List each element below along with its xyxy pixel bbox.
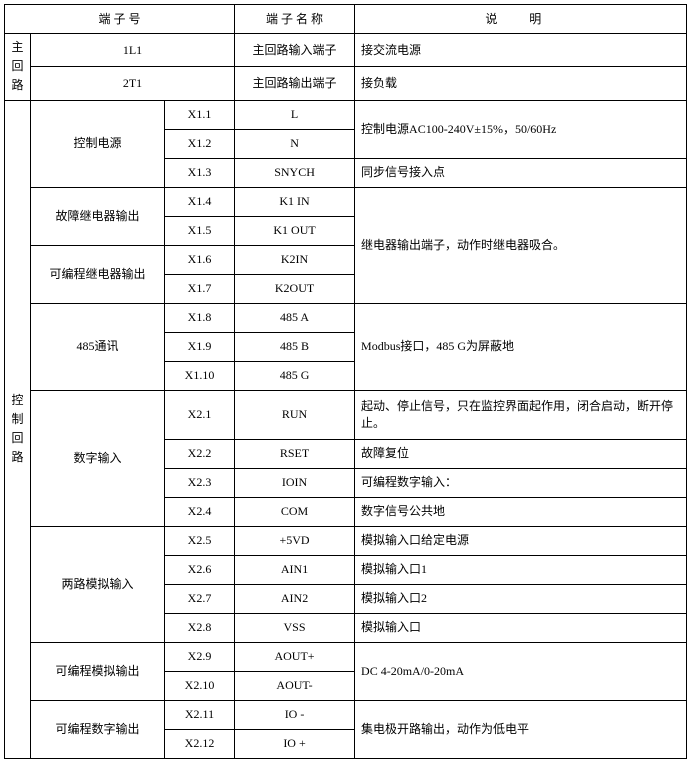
group-main-char: 主 [11,38,24,57]
section-fault-relay: 故障继电器输出 [31,187,165,245]
cell-sub: X1.2 [165,129,235,158]
cell-desc: 集电极开路输出，动作为低电平 [355,700,687,758]
cell-terminal-name: 主回路输入端子 [235,34,355,67]
cell-name: VSS [235,613,355,642]
cell-desc: 模拟输入口1 [355,555,687,584]
cell-name: N [235,129,355,158]
cell-sub: X2.11 [165,700,235,729]
cell-sub: X2.3 [165,468,235,497]
cell-name: K1 OUT [235,216,355,245]
cell-name: +5VD [235,526,355,555]
cell-name: K2OUT [235,274,355,303]
cell-name: RSET [235,439,355,468]
cell-desc: 模拟输入口 [355,613,687,642]
ctrl-row: 故障继电器输出 X1.4 K1 IN 继电器输出端子，动作时继电器吸合。 [5,187,687,216]
group-ctrl-char: 控 [11,391,24,410]
cell-name: IOIN [235,468,355,497]
ctrl-row: 两路模拟输入 X2.5 +5VD 模拟输入口给定电源 [5,526,687,555]
cell-sub: X2.8 [165,613,235,642]
section-prog-aout: 可编程模拟输出 [31,642,165,700]
cell-sub: X2.5 [165,526,235,555]
main-row-1: 主 回 路 1L1 主回路输入端子 接交流电源 [5,34,687,67]
cell-sub: X2.9 [165,642,235,671]
ctrl-row: 控 制 回 路 控制电源 X1.1 L 控制电源AC100-240V±15%，5… [5,100,687,129]
cell-name: 485 B [235,332,355,361]
cell-desc: 起动、停止信号，只在监控界面起作用，闭合启动，断开停止。 [355,390,687,439]
group-ctrl-char: 制 [11,410,24,429]
cell-name: COM [235,497,355,526]
section-prog-relay: 可编程继电器输出 [31,245,165,303]
cell-terminal-name: 主回路输出端子 [235,67,355,100]
cell-sub: X2.6 [165,555,235,584]
cell-desc: DC 4-20mA/0-20mA [355,642,687,700]
cell-name: IO - [235,700,355,729]
section-digital-in: 数字输入 [31,390,165,526]
cell-name: RUN [235,390,355,439]
cell-desc: 模拟输入口2 [355,584,687,613]
ctrl-row: 可编程模拟输出 X2.9 AOUT+ DC 4-20mA/0-20mA [5,642,687,671]
cell-terminal-no: 2T1 [31,67,235,100]
ctrl-row: 可编程数字输出 X2.11 IO - 集电极开路输出，动作为低电平 [5,700,687,729]
cell-sub: X2.4 [165,497,235,526]
main-row-2: 2T1 主回路输出端子 接负载 [5,67,687,100]
group-ctrl-char: 回 [11,429,24,448]
cell-name: L [235,100,355,129]
cell-name: K2IN [235,245,355,274]
hdr-terminal-name: 端 子 名 称 [235,5,355,34]
cell-name: AOUT+ [235,642,355,671]
cell-sub: X1.9 [165,332,235,361]
terminal-table: 端 子 号 端 子 名 称 说 明 主 回 路 1L1 主回路输入端子 接交流电… [4,4,687,759]
cell-sub: X2.12 [165,729,235,758]
cell-description: 接负载 [355,67,687,100]
cell-sub: X1.7 [165,274,235,303]
cell-terminal-no: 1L1 [31,34,235,67]
cell-sub: X1.5 [165,216,235,245]
group-main-char: 路 [11,76,24,95]
cell-description: 接交流电源 [355,34,687,67]
group-ctrl: 控 制 回 路 [5,100,31,758]
cell-desc: 同步信号接入点 [355,158,687,187]
cell-name: AOUT- [235,671,355,700]
section-prog-dout: 可编程数字输出 [31,700,165,758]
cell-desc: Modbus接口，485 G为屏蔽地 [355,303,687,390]
group-main-char: 回 [11,57,24,76]
cell-desc: 故障复位 [355,439,687,468]
cell-sub: X2.7 [165,584,235,613]
cell-desc: 控制电源AC100-240V±15%，50/60Hz [355,100,687,158]
section-rs485: 485通讯 [31,303,165,390]
cell-sub: X1.6 [165,245,235,274]
ctrl-row: 485通讯 X1.8 485 A Modbus接口，485 G为屏蔽地 [5,303,687,332]
cell-sub: X1.4 [165,187,235,216]
table-header-row: 端 子 号 端 子 名 称 说 明 [5,5,687,34]
hdr-description: 说 明 [355,5,687,34]
cell-sub: X2.1 [165,390,235,439]
cell-sub: X2.2 [165,439,235,468]
cell-sub: X1.3 [165,158,235,187]
cell-desc: 可编程数字输入： [355,468,687,497]
cell-name: AIN2 [235,584,355,613]
cell-name: IO + [235,729,355,758]
cell-name: SNYCH [235,158,355,187]
group-ctrl-char: 路 [11,448,24,467]
section-ctrl-power: 控制电源 [31,100,165,187]
cell-sub: X1.1 [165,100,235,129]
cell-sub: X1.8 [165,303,235,332]
group-main: 主 回 路 [5,34,31,101]
ctrl-row: 数字输入 X2.1 RUN 起动、停止信号，只在监控界面起作用，闭合启动，断开停… [5,390,687,439]
cell-desc: 数字信号公共地 [355,497,687,526]
cell-name: 485 A [235,303,355,332]
cell-sub: X2.10 [165,671,235,700]
cell-sub: X1.10 [165,361,235,390]
hdr-terminal-no: 端 子 号 [5,5,235,34]
cell-desc: 模拟输入口给定电源 [355,526,687,555]
cell-name: K1 IN [235,187,355,216]
section-analog-in: 两路模拟输入 [31,526,165,642]
cell-name: AIN1 [235,555,355,584]
cell-desc: 继电器输出端子，动作时继电器吸合。 [355,187,687,303]
cell-name: 485 G [235,361,355,390]
